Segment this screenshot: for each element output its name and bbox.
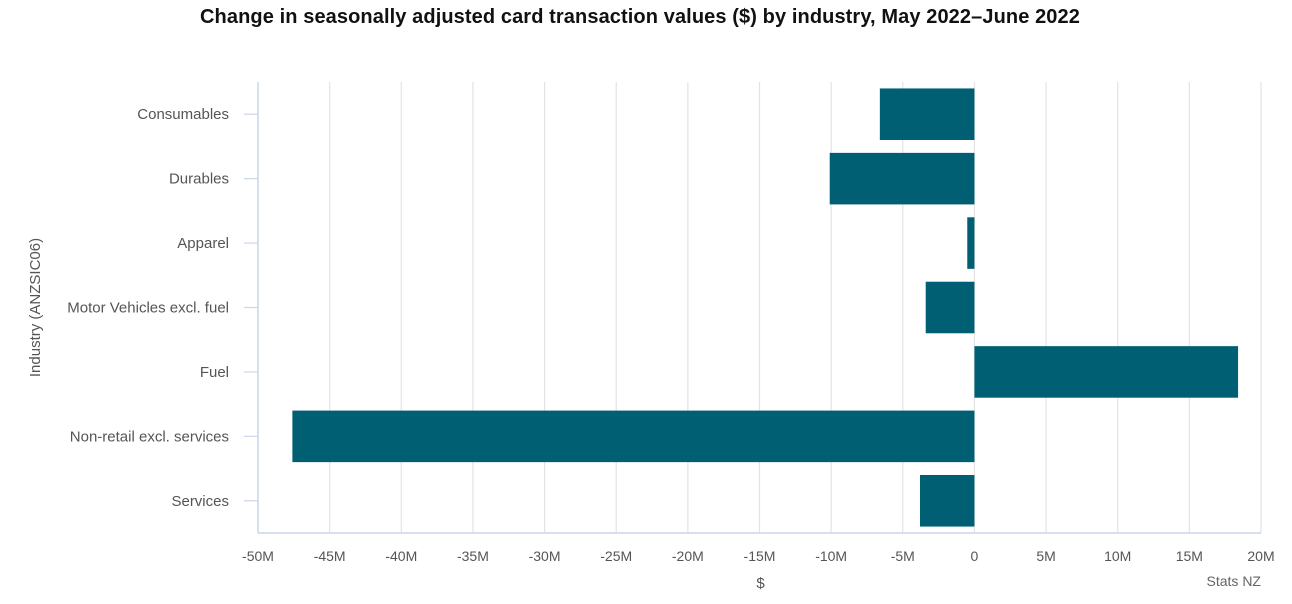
x-axis-title: $ <box>756 575 765 592</box>
bar-durables[interactable] <box>829 152 975 205</box>
x-tick-label: -25M <box>600 548 632 564</box>
x-tick-label: 10M <box>1104 548 1131 564</box>
x-tick-label: -35M <box>457 548 489 564</box>
x-tick-label: -20M <box>672 548 704 564</box>
credit-label: Stats NZ <box>1207 573 1262 589</box>
y-category-label: Services <box>171 493 229 510</box>
y-category-labels: Consumables Durables Apparel Motor Vehicles… <box>67 106 229 510</box>
y-category-label: Consumables <box>137 106 229 123</box>
x-tick-label: -45M <box>314 548 346 564</box>
y-axis-title: Industry (ANZSIC06) <box>27 238 44 377</box>
x-tick-label: -40M <box>385 548 417 564</box>
x-tick-labels: -50M -45M -40M -35M -30M -25M -20M -15M -10M -5M 0… <box>242 548 1275 564</box>
axes <box>244 82 1261 534</box>
bar-non-retail-excl-services[interactable] <box>292 410 975 463</box>
x-tick-label: 15M <box>1176 548 1203 564</box>
bars <box>292 88 1239 527</box>
bar-consumables[interactable] <box>879 88 975 140</box>
bar-services[interactable] <box>919 475 975 527</box>
x-tick-label: -15M <box>744 548 776 564</box>
bar-motor-vehicles-excl-fuel[interactable] <box>925 281 975 334</box>
bar-apparel[interactable] <box>967 217 975 269</box>
x-tick-label: -50M <box>242 548 274 564</box>
y-category-label: Motor Vehicles excl. fuel <box>67 300 229 317</box>
x-tick-label: -30M <box>529 548 561 564</box>
x-tick-label: -10M <box>815 548 847 564</box>
x-tick-label: 0 <box>971 548 979 564</box>
gridlines <box>329 82 1262 533</box>
y-category-label: Durables <box>169 171 229 188</box>
chart-title: Change in seasonally adjusted card trans… <box>200 6 1080 28</box>
x-tick-label: 5M <box>1036 548 1055 564</box>
y-category-label: Non-retail excl. services <box>70 428 229 445</box>
x-tick-label: 20M <box>1247 548 1274 564</box>
y-category-label: Apparel <box>177 235 229 252</box>
y-category-label: Fuel <box>200 364 229 381</box>
bar-fuel[interactable] <box>974 346 1239 398</box>
x-tick-label: -5M <box>891 548 915 564</box>
